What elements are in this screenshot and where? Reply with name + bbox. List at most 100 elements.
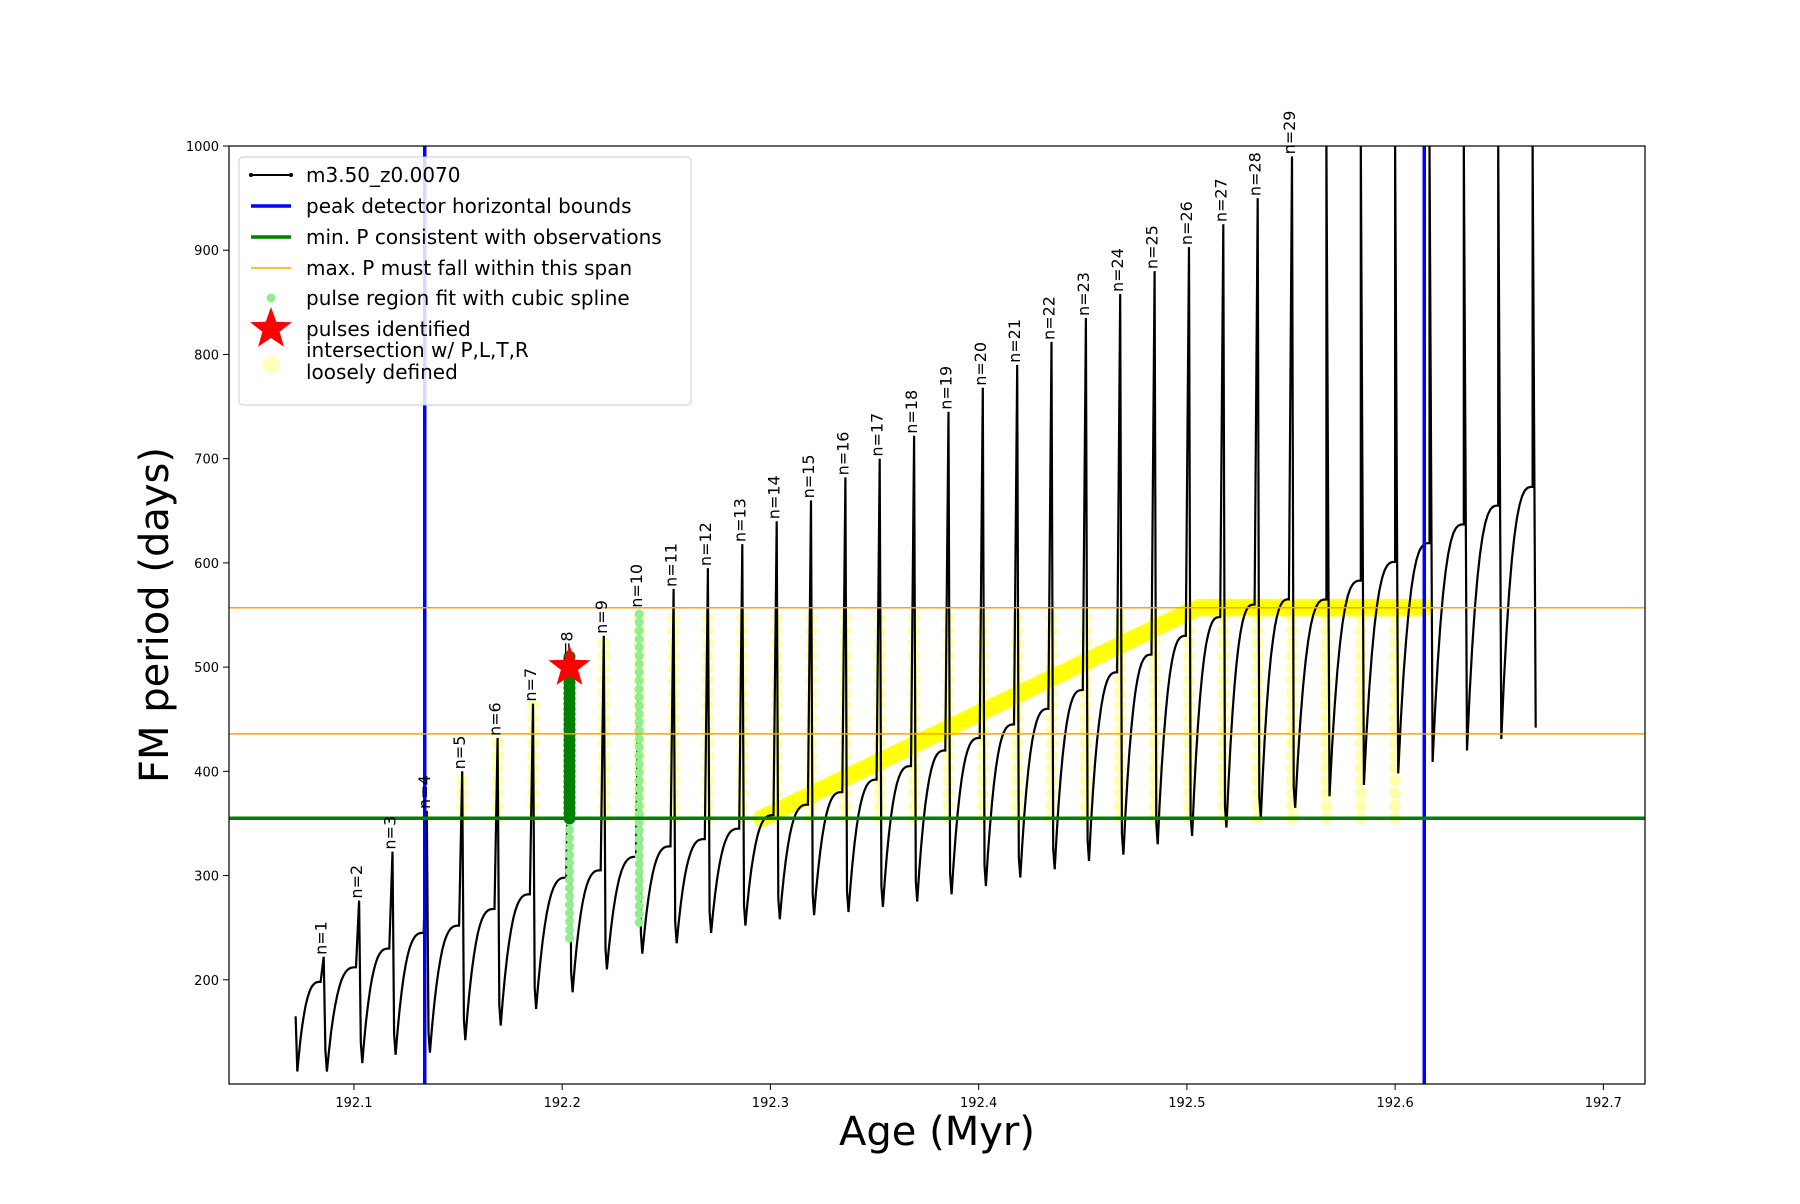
legend-label: min. P consistent with observations [306,225,662,249]
yellow-intersection-dot [1251,762,1264,775]
spline-fit-dot [634,918,644,927]
yellow-intersection-dot [1183,712,1195,725]
yellow-intersection-dot [1148,787,1161,800]
pulse-label: n=5 [450,736,469,770]
yellow-intersection-dot [1045,712,1058,725]
spline-fit-dot [634,784,644,794]
spline-fit-dot [634,717,644,727]
pulse-label: n=4 [415,775,434,809]
yellow-intersection-dot [908,787,921,800]
yellow-intersection-dot [1286,662,1298,675]
pulse-label: n=24 [1108,248,1127,292]
yellow-intersection-dot [873,799,886,812]
axis-ticks-layer: 192.1 192.2 192.3 192.4 192.5 192.6 192.7 200 30… [186,140,1622,1111]
x-axis-title: Age (Myr) [839,1109,1035,1155]
yellow-intersection-dot [1251,737,1264,750]
evolution-track-line [294,146,1537,1072]
yellow-intersection-dot [1183,787,1195,800]
yellow-intersection-dot [1217,712,1230,725]
spline-fit-dot [634,809,644,819]
spline-fit-dot [634,801,644,811]
pulse-label: n=12 [696,522,715,566]
pulse-label: n=19 [936,366,955,410]
yellow-intersection-dot [1114,799,1127,812]
yellow-intersection-dot [1354,674,1367,687]
yellow-intersection-dot [1148,674,1161,687]
yellow-intersection-dot [1320,637,1333,650]
yellow-intersection-dot [1320,699,1333,712]
yellow-intersection-dot [1251,687,1264,700]
pulse-label: n=21 [1005,319,1024,363]
spline-fit-dot [634,867,644,877]
identified-pulse-layer [548,645,591,685]
spline-fit-dot [634,751,644,761]
pulse-label: n=2 [347,865,366,899]
yellow-intersection-dot [1217,687,1230,700]
x-tick-label: 192.4 [960,1096,997,1111]
spline-fit-dot [634,734,644,744]
pulse-label: n=28 [1246,152,1265,196]
yellow-intersection-dot [1217,774,1230,787]
yellow-intersection-dot [1217,762,1230,775]
evolution-track-layer [294,146,1537,1072]
yellow-intersection-dot [1183,674,1195,687]
yellow-intersection-dot [1286,674,1298,687]
yellow-intersection-dot [1389,712,1402,725]
yellow-intersection-dot [1389,674,1402,687]
yellow-intersection-dot [976,799,989,812]
spline-fit-dot [634,659,644,669]
yellow-intersection-dot [1251,624,1264,637]
pulse-label: n=11 [662,543,681,587]
yellow-intersection-dot [1011,762,1024,775]
yellow-intersection-dot [1114,687,1127,700]
spline-fit-dot [565,891,574,901]
spline-fit-dot [565,833,574,843]
identified-pulse-star [548,645,591,685]
pulse-label: n=3 [380,816,399,850]
spline-fit-dot [565,933,574,943]
yellow-intersection-dot [1251,787,1264,800]
yellow-intersection-dot [942,787,955,800]
yellow-intersection-dot [1217,662,1230,675]
yellow-intersection-dot [1251,749,1264,762]
spline-fit-dot [634,684,644,694]
yellow-intersection-dot [1079,674,1092,687]
pulse-label: n=29 [1280,111,1299,155]
yellow-intersection-dot [1079,774,1092,787]
pulse-label: n=17 [868,413,887,457]
yellow-intersection-dot [976,724,989,737]
yellow-intersection-dot [1079,762,1092,775]
yellow-intersection-dot [1079,724,1092,737]
yellow-intersection-dot [1354,662,1367,675]
yellow-intersection-dot [1320,674,1333,687]
yellow-intersection-dot [1114,762,1127,775]
spline-fit-dot [565,916,574,926]
yellow-intersection-dot [839,799,852,812]
yellow-intersection-dot [1286,762,1298,775]
yellow-intersection-dot [1217,724,1230,737]
pulse-label: n=1 [312,921,331,955]
yellow-intersection-dot [873,787,886,800]
yellow-intersection-dot [942,762,955,775]
yellow-intersection-dot [1320,799,1333,812]
yellow-intersection-dot [1183,749,1195,762]
y-tick-label: 600 [194,557,219,572]
spline-fit-dot [565,858,574,868]
yellow-intersection-dot [1286,737,1298,750]
yellow-intersection-dot [1011,737,1024,750]
yellow-intersection-dot [1079,787,1092,800]
spline-fit-dot [634,859,644,869]
yellow-intersection-dot [1114,749,1127,762]
yellow-intersection-dot [1114,774,1127,787]
y-tick-label: 300 [194,870,219,885]
spline-fit-dot [565,875,574,885]
yellow-intersection-dot [942,749,955,762]
spline-fit-dot [634,667,644,677]
spline-fit-dot [634,776,644,786]
yellow-intersection-dot [1011,787,1024,800]
yellow-intersection-dot [1183,737,1195,750]
spline-fit-dot [634,884,644,894]
legend-label: max. P must fall within this span [306,256,632,280]
spline-fit-dot [634,851,644,861]
